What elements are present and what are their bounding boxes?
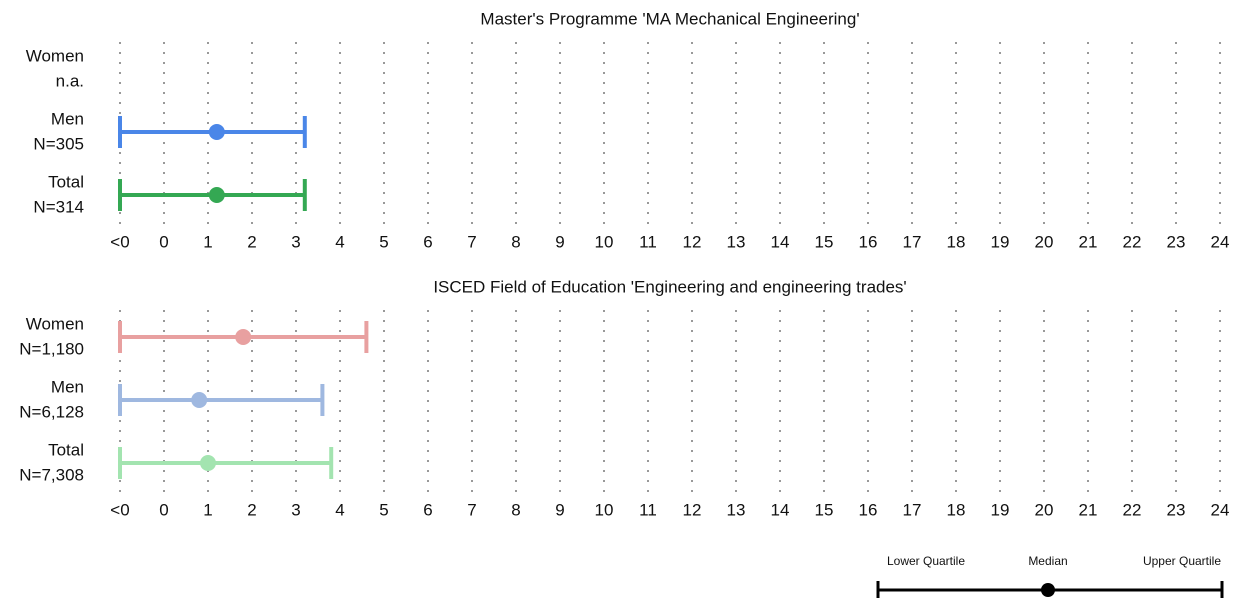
legend: Lower Quartile Median Upper Quartile [876, 554, 1224, 598]
x-tick-label: 9 [555, 500, 564, 519]
x-tick-label: 14 [771, 500, 790, 519]
x-tick-label: 20 [1035, 232, 1054, 251]
x-tick-label: 3 [291, 500, 300, 519]
x-tick-label: <0 [110, 500, 129, 519]
x-tick-label: 2 [247, 232, 256, 251]
x-tick-label: 6 [423, 500, 432, 519]
median-dot [208, 187, 225, 203]
x-tick-label: 1 [203, 232, 212, 251]
x-tick-label: 4 [335, 232, 344, 251]
row-label: Total [48, 172, 84, 191]
x-tick-label: 23 [1167, 232, 1186, 251]
x-tick-label: 0 [159, 500, 168, 519]
x-tick-label: 17 [903, 232, 922, 251]
row-count: N=7,308 [19, 465, 84, 484]
median-dot [191, 392, 208, 408]
x-tick-label: <0 [110, 232, 129, 251]
x-tick-label: 18 [947, 232, 966, 251]
x-tick-label: 24 [1211, 232, 1230, 251]
x-tick-label: 22 [1123, 500, 1142, 519]
row-label: Women [26, 314, 84, 333]
x-tick-label: 7 [467, 232, 476, 251]
x-tick-label: 6 [423, 232, 432, 251]
x-tick-label: 7 [467, 500, 476, 519]
median-dot [200, 455, 216, 471]
x-tick-label: 2 [247, 500, 256, 519]
x-tick-label: 14 [771, 232, 790, 251]
x-tick-label: 12 [683, 232, 702, 251]
chart-title: Master's Programme 'MA Mechanical Engine… [480, 9, 859, 28]
chart-title: ISCED Field of Education 'Engineering an… [433, 277, 906, 296]
row-count: N=6,128 [19, 402, 84, 421]
x-tick-label: 23 [1167, 500, 1186, 519]
row-label: Men [51, 377, 84, 396]
x-tick-label: 9 [555, 232, 564, 251]
row-label: Men [51, 109, 84, 128]
x-tick-label: 15 [815, 232, 834, 251]
x-tick-label: 21 [1079, 500, 1098, 519]
x-tick-label: 16 [859, 232, 878, 251]
x-tick-label: 17 [903, 500, 922, 519]
x-tick-label: 0 [159, 232, 168, 251]
row-count: n.a. [56, 71, 84, 90]
x-tick-label: 21 [1079, 232, 1098, 251]
x-tick-label: 10 [595, 232, 614, 251]
x-tick-label: 20 [1035, 500, 1054, 519]
x-tick-label: 22 [1123, 232, 1142, 251]
x-tick-label: 3 [291, 232, 300, 251]
row-count: N=1,180 [19, 339, 84, 358]
legend-dot [1041, 583, 1055, 597]
x-tick-label: 5 [379, 500, 388, 519]
x-tick-label: 16 [859, 500, 878, 519]
x-tick-label: 8 [511, 232, 520, 251]
x-tick-label: 4 [335, 500, 344, 519]
x-tick-label: 13 [727, 500, 746, 519]
median-dot [235, 329, 252, 345]
x-tick-label: 15 [815, 500, 834, 519]
x-tick-label: 11 [639, 500, 657, 519]
x-tick-label: 10 [595, 500, 614, 519]
median-dot [208, 124, 225, 140]
x-tick-label: 11 [639, 232, 657, 251]
x-tick-label: 13 [727, 232, 746, 251]
x-tick-label: 1 [203, 500, 212, 519]
row-count: N=305 [33, 134, 84, 153]
x-tick-label: 24 [1211, 500, 1230, 519]
x-tick-label: 8 [511, 500, 520, 519]
x-tick-label: 12 [683, 500, 702, 519]
row-count: N=314 [33, 197, 84, 216]
legend-label: Median [1028, 554, 1067, 568]
x-tick-label: 19 [991, 232, 1010, 251]
x-tick-label: 5 [379, 232, 388, 251]
row-label: Women [26, 46, 84, 65]
row-label: Total [48, 440, 84, 459]
legend-label: Upper Quartile [1143, 554, 1221, 568]
x-tick-label: 18 [947, 500, 966, 519]
legend-label: Lower Quartile [887, 554, 965, 568]
x-tick-label: 19 [991, 500, 1010, 519]
